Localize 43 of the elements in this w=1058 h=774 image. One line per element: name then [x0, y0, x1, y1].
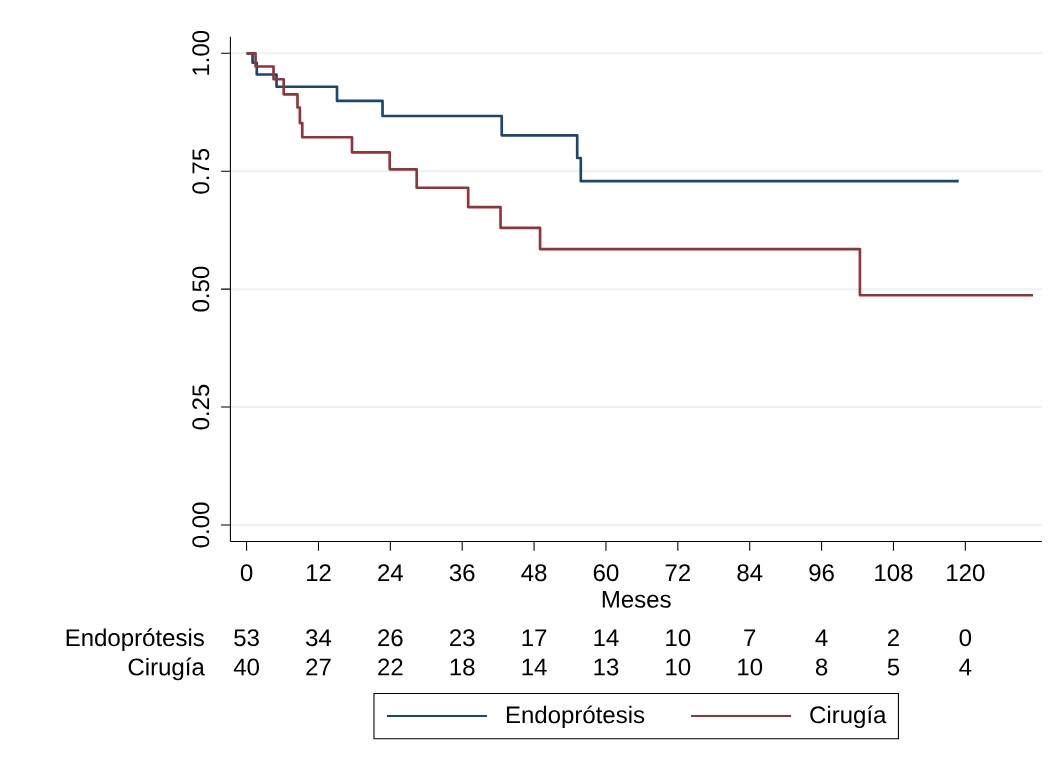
text: 23: [450, 629, 475, 647]
text: 4: [959, 658, 972, 676]
text: 17: [522, 629, 547, 646]
x-tick-label: 72: [665, 564, 690, 581]
x-tick-label: 24: [378, 564, 403, 581]
text: Endoprótesis: [66, 628, 204, 651]
x-tick-label: 120: [947, 564, 985, 582]
y-tick-label: 0.50: [192, 266, 210, 312]
text: 4: [815, 629, 828, 646]
text: 0: [959, 629, 972, 647]
text: 40: [233, 658, 259, 676]
x-tick-label: 60: [593, 564, 619, 582]
y-tick-label: 0.25: [192, 384, 210, 430]
x-tick-label: 48: [521, 564, 547, 582]
x-tick-label: 108: [875, 564, 913, 582]
text: 10: [666, 629, 691, 647]
legend-label: Endoprótesis: [506, 705, 645, 729]
text: 8: [815, 658, 828, 676]
x-tick-label: 36: [449, 564, 475, 582]
x-tick-label: 12: [306, 564, 331, 581]
text: 22: [378, 658, 403, 676]
text: 18: [450, 658, 475, 676]
text: 14: [594, 629, 619, 646]
x-axis-title: Meses: [602, 591, 671, 608]
text: Cirugía: [128, 657, 205, 681]
text: 5: [887, 658, 900, 676]
legend-label: Cirugía: [810, 705, 887, 729]
x-tick-label: 0: [240, 564, 253, 582]
text: 2: [888, 629, 899, 646]
text: 13: [594, 658, 619, 676]
text: 7: [744, 629, 756, 646]
text: 10: [738, 658, 763, 676]
text: 27: [306, 658, 331, 676]
text: 53: [234, 629, 259, 647]
y-tick-label: 0.00: [192, 502, 210, 548]
text: 10: [666, 658, 691, 676]
x-tick-label: 84: [737, 564, 763, 582]
x-tick-label: 96: [809, 564, 834, 582]
text: 34: [306, 629, 332, 647]
y-tick-label: 0.75: [192, 148, 210, 194]
y-tick-label: 1.00: [192, 30, 210, 75]
text: 14: [522, 658, 547, 676]
text: 26: [378, 629, 403, 647]
